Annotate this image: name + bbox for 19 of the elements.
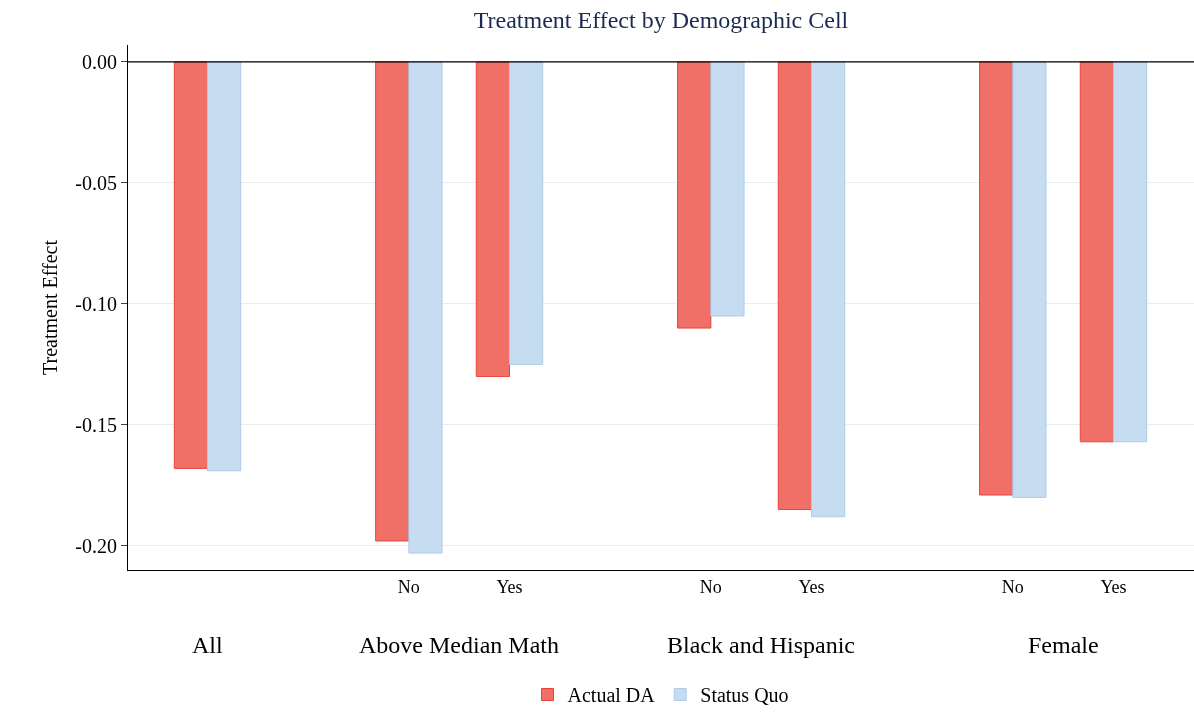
text: All (192, 632, 223, 658)
chart-title: Treatment Effect by Demographic Cell (473, 6, 849, 33)
y-axis-title: Treatment Effect (38, 239, 61, 375)
text: Female (1028, 632, 1099, 658)
x-tick-label: No (397, 576, 420, 597)
text: Black and Hispanic (667, 632, 855, 658)
x-tick-label: Yes (1100, 576, 1127, 597)
y-tick-label: -0.05 (75, 171, 117, 194)
x-tick-label: No (699, 576, 722, 597)
x-tick-label: No (1001, 576, 1024, 597)
text: Above Median Math (359, 632, 559, 658)
y-tick-label: -0.20 (75, 534, 117, 557)
y-tick-label: -0.15 (75, 413, 117, 436)
y-tick-label: -0.10 (75, 292, 117, 315)
x-tick-label: Yes (798, 576, 825, 597)
legend-label: Actual DA (567, 684, 656, 707)
x-tick-label: Yes (496, 576, 523, 597)
legend-label: Status Quo (700, 684, 789, 707)
y-tick-label: 0.00 (82, 50, 117, 73)
